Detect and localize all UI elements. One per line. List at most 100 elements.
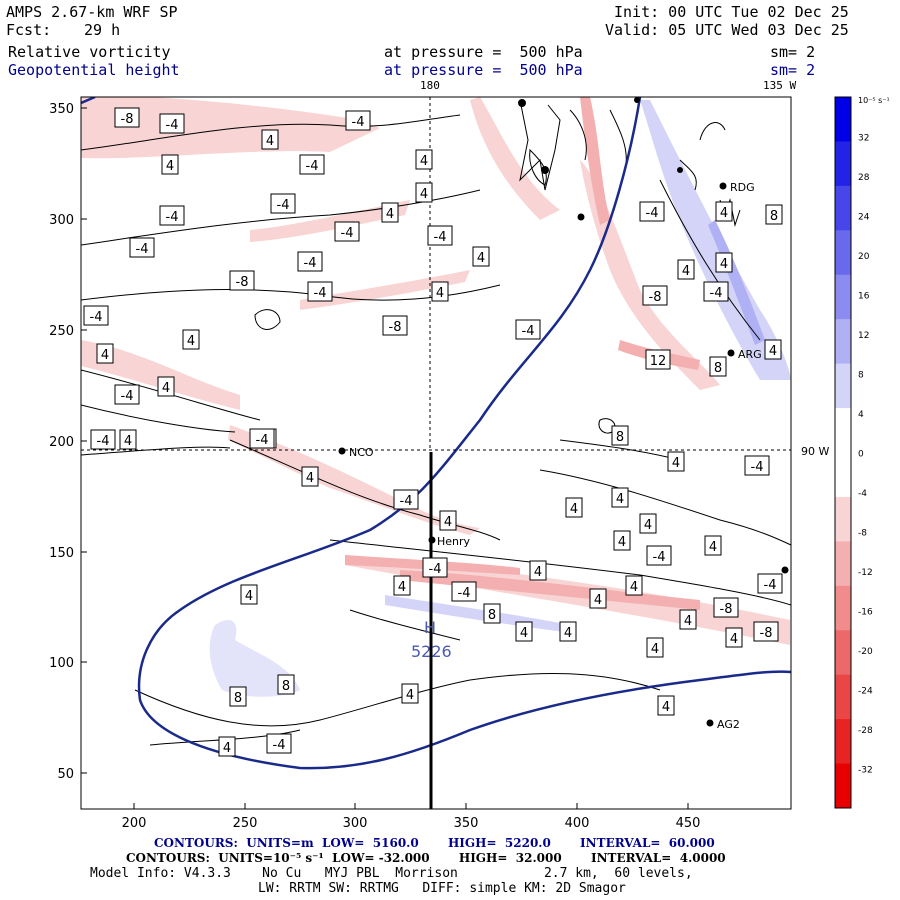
valid-time: Valid: 05 UTC Wed 03 Dec 25 xyxy=(605,21,849,39)
contour-label-box xyxy=(559,621,577,642)
contour-label: 4 xyxy=(662,700,670,715)
colorbar-tick-label: -16 xyxy=(858,608,873,618)
contour-label: -4 xyxy=(277,198,290,213)
colorbar-tick-label: -12 xyxy=(858,568,873,578)
contour-label: 4 xyxy=(306,471,314,486)
contour-label-box xyxy=(529,560,547,581)
contour-label: 4 xyxy=(420,187,428,202)
contour-label: 8 xyxy=(488,608,496,623)
contour-label: -4 xyxy=(764,578,777,593)
contour-label-box xyxy=(704,535,722,556)
contour-label-box xyxy=(159,113,185,134)
colorbar-tick-label: 24 xyxy=(858,213,870,223)
contour-label-box xyxy=(345,110,371,131)
contour-label: -4 xyxy=(352,115,365,130)
contour-label-box xyxy=(427,225,453,246)
contour-label: -4 xyxy=(256,433,269,448)
contour-label-box xyxy=(646,545,672,566)
colorbar-tick-label: -20 xyxy=(858,647,873,657)
colorbar-swatch xyxy=(835,585,851,631)
plot-frame xyxy=(80,96,792,810)
contour-label: -4 xyxy=(429,562,442,577)
contour-label-box xyxy=(757,573,783,594)
colorbar-tick-label: -4 xyxy=(858,489,867,499)
contour-label-box xyxy=(182,329,200,350)
colorbar-tick-label: -8 xyxy=(858,529,867,539)
contour-label: 8 xyxy=(234,691,242,706)
contour-label: 4 xyxy=(187,334,195,349)
neg-vorticity-band xyxy=(470,97,560,220)
contour-label-box xyxy=(639,201,665,222)
x-tick-label: 400 xyxy=(565,816,590,831)
contour-label-box xyxy=(382,315,408,336)
x-axis: 200 250 300 350 400 450 xyxy=(122,803,700,831)
contour-label: -4 xyxy=(434,230,447,245)
contour-label: 4 xyxy=(651,642,659,657)
height-contour-5160 xyxy=(81,97,96,105)
contour-label: -4 xyxy=(653,550,666,565)
footer-height-contours: CONTOURS: UNITS=m LOW= 5160.0 HIGH= 5220… xyxy=(154,836,715,850)
contour-label: 8 xyxy=(714,361,722,376)
contour-label: -4 xyxy=(273,738,286,753)
neg-vorticity-band xyxy=(400,570,700,610)
y-tick-label: 50 xyxy=(57,767,74,782)
height-contour-5220 xyxy=(137,97,791,770)
contour-labels: -8 -4 -4 4 -4 4 4 -4 -4 4 4 -4 -4 -4 -4 -8 4 -4 4 -4 -8 4 -4 4 4… xyxy=(83,107,783,757)
contour-label-box xyxy=(161,154,179,175)
colorbar-swatch xyxy=(835,674,851,720)
contour-label: 4 xyxy=(406,688,414,703)
y-tick-label: 350 xyxy=(49,102,74,117)
x-tick-label: 250 xyxy=(233,816,258,831)
vorticity-contours xyxy=(81,114,791,746)
meridian-180-label: 180 xyxy=(420,79,440,92)
contour-label: -4 xyxy=(314,286,327,301)
contour-label: 4 xyxy=(570,502,578,517)
station-label-nco: NCO xyxy=(349,446,374,459)
contour-label-box xyxy=(703,281,729,302)
contour-label: -4 xyxy=(166,210,179,225)
contour-label-box xyxy=(431,281,449,302)
contour-label-box xyxy=(266,733,292,754)
contour-label-box xyxy=(334,221,360,242)
colorbar-tick-label: 0 xyxy=(858,450,864,460)
contour-label-box xyxy=(611,487,629,508)
contour-label-box xyxy=(764,339,782,360)
contour-label-box xyxy=(645,349,671,370)
contour-label: -4 xyxy=(400,494,413,509)
colorbar-tick-label: 12 xyxy=(858,331,869,341)
y-tick-label: 150 xyxy=(49,546,74,561)
station-label-rdg: RDG xyxy=(730,181,755,194)
contour-label: 4 xyxy=(101,348,109,363)
contour-label-box xyxy=(218,736,236,757)
contour-label-box xyxy=(83,305,109,326)
colorbar-tick-label: 28 xyxy=(858,173,870,183)
contour-label: 4 xyxy=(520,626,528,641)
contour-label-box xyxy=(472,246,490,267)
high-pressure-marker: H xyxy=(424,618,436,637)
contour-label: 4 xyxy=(616,492,624,507)
forecast-hour: 29 h xyxy=(84,21,121,39)
colorbar-tick-label: 32 xyxy=(858,134,869,144)
contour-label: 4 xyxy=(644,518,652,533)
contour-label-box xyxy=(565,497,583,518)
contour-label-box xyxy=(515,621,533,642)
field1-pressure: at pressure = 500 hPa xyxy=(384,43,583,61)
contour-label: -8 xyxy=(720,602,733,617)
contour-label-box xyxy=(415,182,433,203)
model-title: AMPS 2.67-km WRF SP xyxy=(6,3,178,21)
contour-label: -4 xyxy=(306,159,319,174)
contour-label: 4 xyxy=(630,580,638,595)
station-marker-nco xyxy=(338,447,346,455)
colorbar-swatch xyxy=(835,141,851,187)
contour-label-box xyxy=(277,674,295,695)
pos-vorticity-patch xyxy=(209,620,300,697)
meridian-135w-label: 135 W xyxy=(763,79,797,92)
contour-label-box xyxy=(229,270,255,291)
contour-label: -4 xyxy=(341,226,354,241)
contour-label: 4 xyxy=(720,206,728,221)
dense-contour-cluster xyxy=(519,99,741,227)
station-label-arg: ARG xyxy=(738,348,762,361)
contour-label: -8 xyxy=(121,112,134,127)
contour-label: 4 xyxy=(223,741,231,756)
station-marker-arg xyxy=(727,349,735,357)
